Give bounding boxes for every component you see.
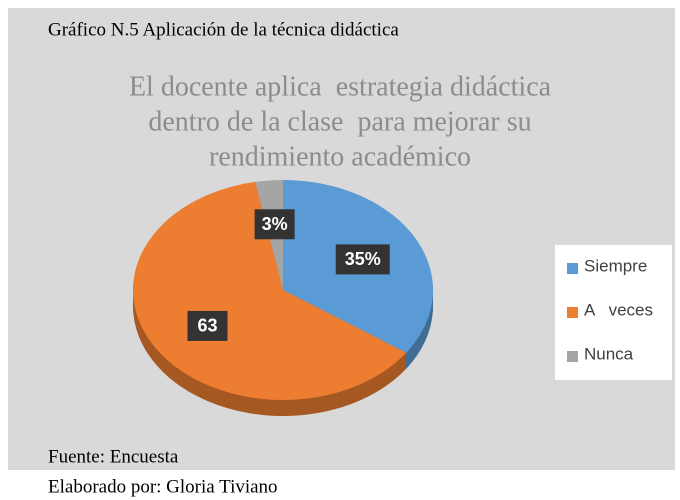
legend-swatch: [567, 351, 578, 362]
data-label: 3%: [262, 214, 288, 234]
data-label-box: [335, 244, 390, 275]
legend-label: Siempre: [584, 256, 647, 275]
data-label-box: [187, 310, 228, 341]
data-label: 63: [197, 316, 217, 336]
data-label: 35%: [345, 249, 381, 269]
chart-title: rendimiento académico: [209, 141, 471, 172]
chart-title: El docente aplica estrategia didáctica: [129, 71, 552, 102]
source-note: Fuente: Encuesta: [48, 446, 179, 467]
data-label-box: [254, 209, 295, 240]
legend-label: A veces: [584, 300, 653, 319]
slice: [133, 181, 407, 400]
author-note: Elaborado por: Gloria Tiviano: [48, 476, 278, 497]
legend-swatch: [567, 263, 578, 274]
legend-swatch: [567, 307, 578, 318]
chart-header: Gráfico N.5 Aplicación de la técnica did…: [48, 19, 399, 40]
legend-label: Nunca: [584, 344, 634, 363]
chart-title: dentro de la clase para mejorar su: [148, 106, 531, 137]
